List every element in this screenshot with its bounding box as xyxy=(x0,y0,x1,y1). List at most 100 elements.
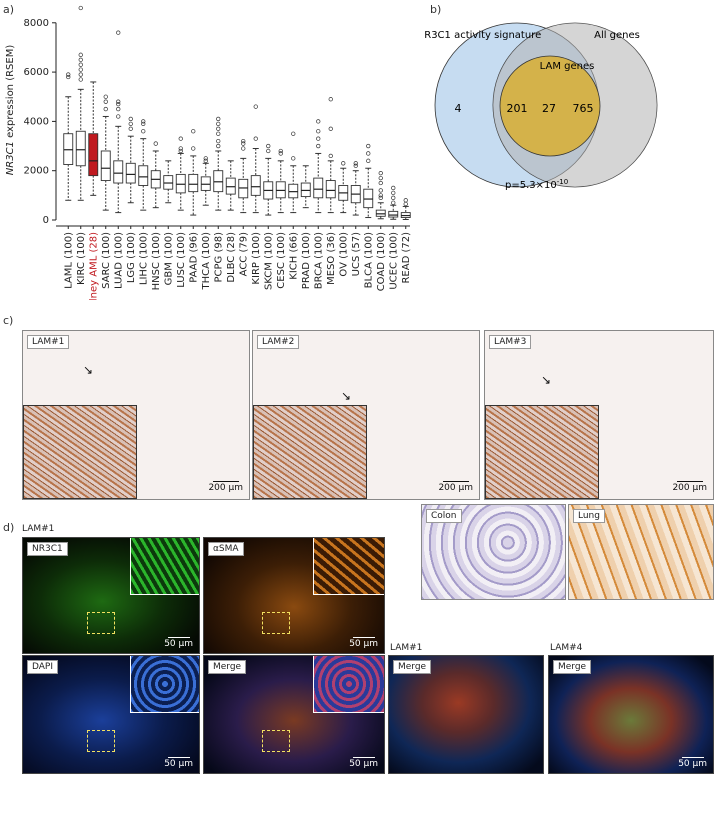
x-tick-label: PRAD (100) xyxy=(301,232,312,289)
y-tick-label: 0 xyxy=(43,215,49,226)
outlier-point xyxy=(278,148,283,154)
outlier-point xyxy=(103,99,108,104)
panel-label-b: b) xyxy=(430,3,442,16)
x-tick-label: PCPG (98) xyxy=(213,232,224,283)
x-tick-label: UCS (57) xyxy=(351,232,362,276)
x-tick-label: LAML (100) xyxy=(63,232,74,289)
outlier-point xyxy=(291,156,296,161)
x-tick-label: THCA (100) xyxy=(201,232,212,291)
outlier-point xyxy=(291,131,296,136)
outlier-point xyxy=(378,193,383,198)
outlier-point xyxy=(391,200,396,205)
outlier-point xyxy=(341,161,346,166)
venn-label-lam-genes: LAM genes xyxy=(540,61,595,72)
x-tick-label: BRCA (100) xyxy=(313,232,324,289)
if-tag: Merge xyxy=(393,660,432,674)
outlier-point xyxy=(128,121,133,127)
x-tick-label: LUAD (100) xyxy=(113,232,124,289)
venn-circle-lam-genes xyxy=(499,55,601,157)
x-tick-label: KICH (66) xyxy=(288,232,299,280)
outlier-point xyxy=(353,163,358,168)
box xyxy=(325,180,336,199)
x-tick-label: BLCA (100) xyxy=(363,232,374,288)
outlier-point xyxy=(216,138,221,144)
panel-label-a: a) xyxy=(3,3,15,16)
outlier-point xyxy=(253,136,258,141)
scale-bar: 50 μm xyxy=(164,757,193,769)
outlier-point xyxy=(391,185,396,191)
outlier-point xyxy=(216,121,221,127)
scale-bar: 200 μm xyxy=(438,481,473,493)
outlier-point xyxy=(78,72,83,77)
box xyxy=(63,133,74,165)
outlier-point xyxy=(203,158,208,163)
outlier-point xyxy=(328,126,333,131)
outlier-point xyxy=(391,190,396,196)
x-tick-label: PAAD (96) xyxy=(188,232,199,283)
venn-count-left-right: 201 xyxy=(507,102,528,115)
outlier-point xyxy=(316,129,321,134)
ihc-tag: Lung xyxy=(573,509,605,523)
box xyxy=(138,165,149,186)
outlier-point xyxy=(191,146,196,151)
venn-diagram: NR3C1 activity signature All genes LAM g… xyxy=(425,22,658,191)
outlier-point xyxy=(178,136,183,141)
outlier-point xyxy=(116,114,121,119)
box xyxy=(275,181,286,199)
outlier-point xyxy=(78,57,83,62)
outlier-point xyxy=(366,158,371,163)
outlier-point xyxy=(116,99,121,104)
x-tick-label: HNSC (100) xyxy=(151,232,162,290)
panel-label-c: c) xyxy=(3,314,14,327)
if-zoom-inset xyxy=(313,656,384,713)
x-tick-label: DLBC (28) xyxy=(226,232,237,283)
x-tick-label: COAD (100) xyxy=(376,232,387,291)
outlier-point xyxy=(141,119,146,124)
box xyxy=(363,188,374,209)
if-extra-sample-label: LAM#4 xyxy=(550,643,583,653)
x-tick-label: LGG (100) xyxy=(126,232,137,283)
outlier-point xyxy=(378,195,383,200)
venn-pvalue: p=5.3×10-10 xyxy=(505,178,568,191)
outlier-point xyxy=(328,153,333,159)
box xyxy=(288,183,299,199)
ihc-inset xyxy=(253,405,367,499)
outlier-point xyxy=(78,62,83,67)
if-zoom-inset xyxy=(313,538,384,595)
box xyxy=(175,173,186,194)
box xyxy=(388,210,399,218)
x-tick-label: READ (72) xyxy=(401,232,412,284)
box xyxy=(113,160,124,184)
x-tick-label: SKCM (100) xyxy=(263,232,274,290)
outlier-point xyxy=(153,141,158,146)
outlier-point xyxy=(241,138,246,144)
outlier-point xyxy=(141,129,146,134)
outlier-point xyxy=(78,77,83,82)
ihc-control-colon: Colon xyxy=(421,504,566,600)
box xyxy=(200,176,211,191)
if-tag: Merge xyxy=(208,660,247,674)
scale-bar: 50 μm xyxy=(349,757,378,769)
venn-count-inner-only: 765 xyxy=(573,102,594,115)
zoom-region-box xyxy=(87,612,115,634)
arrow-icon: ↘ xyxy=(83,363,94,377)
scale-bar: 200 μm xyxy=(208,481,243,493)
outlier-point xyxy=(403,198,408,203)
outlier-point xyxy=(328,97,333,102)
outlier-point xyxy=(366,151,371,156)
x-tick-label: CESC (100) xyxy=(276,232,287,289)
outlier-point xyxy=(78,5,83,11)
venn-count-all-three: 27 xyxy=(542,102,556,115)
outlier-point xyxy=(116,30,121,35)
outlier-point xyxy=(278,151,283,156)
y-tick-label: 4000 xyxy=(24,116,49,127)
venn-label-nr3c1: NR3C1 activity signature xyxy=(425,30,541,41)
outlier-point xyxy=(378,171,383,176)
x-tick-label: LUSC (100) xyxy=(176,232,187,288)
ihc-image-lam3: LAM#3 ↘ 200 μm xyxy=(484,330,714,500)
box xyxy=(300,182,311,198)
ihc-tag: LAM#2 xyxy=(257,335,300,349)
outlier-point xyxy=(378,180,383,186)
outlier-point xyxy=(103,94,108,99)
if-panel-nr3c1: NR3C1 50 μm xyxy=(22,537,200,654)
